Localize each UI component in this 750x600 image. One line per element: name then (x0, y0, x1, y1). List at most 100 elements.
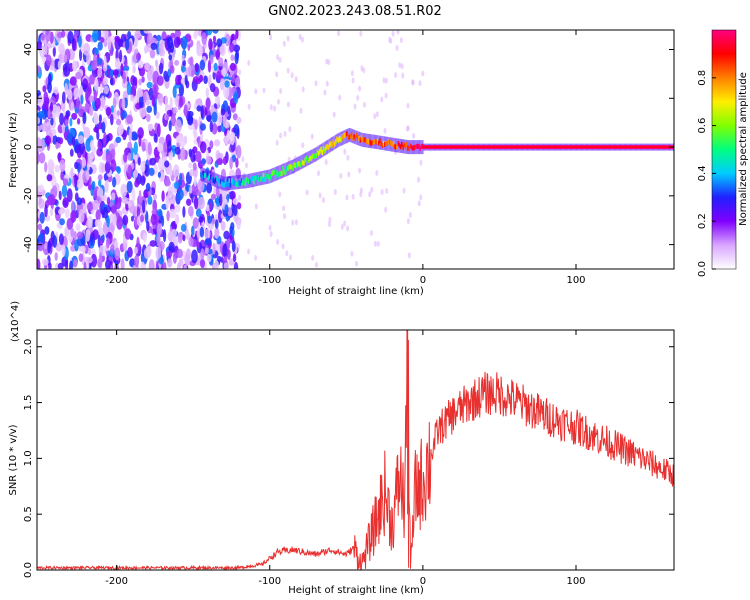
noise-blob (380, 96, 384, 103)
noise-blob (131, 215, 134, 222)
noise-blob (150, 213, 158, 226)
noise-blob (174, 204, 181, 213)
noise-blob (168, 150, 173, 161)
ridge-cell (392, 141, 395, 147)
noise-blob (102, 206, 109, 219)
noise-blob (151, 94, 155, 107)
noise-blob (166, 250, 173, 258)
noise-blob (138, 95, 144, 108)
ridge-cell (316, 149, 319, 155)
noise-blob (96, 187, 104, 200)
noise-blob (205, 155, 212, 165)
noise-blob (171, 228, 177, 238)
ridge-cell (229, 182, 232, 188)
noise-blob (166, 210, 170, 222)
noise-blob (88, 183, 92, 191)
noise-blob (45, 30, 52, 42)
noise-blob (216, 158, 223, 165)
ridge-cell (410, 144, 413, 150)
noise-blob (83, 42, 90, 56)
noise-blob (176, 248, 183, 259)
ridge-cell (221, 181, 223, 187)
y-tick-label: 20 (23, 92, 34, 105)
noise-blob (215, 186, 220, 198)
noise-blob (47, 240, 51, 254)
noise-blob (173, 164, 180, 177)
noise-blob (153, 193, 157, 200)
noise-blob (233, 44, 241, 53)
ridge-cell (294, 163, 297, 168)
ridge-cell (262, 173, 265, 179)
noise-blob (254, 254, 258, 261)
noise-blob (62, 91, 66, 104)
ridge-cell (255, 174, 257, 180)
noise-blob (231, 74, 236, 84)
noise-blob (112, 176, 117, 188)
noise-blob (69, 117, 73, 127)
noise-blob (201, 32, 207, 46)
noise-blob (205, 204, 210, 212)
noise-blob (105, 259, 111, 269)
noise-blob (121, 196, 128, 204)
ridge-cell (281, 170, 283, 176)
noise-blob (136, 236, 140, 251)
ridge-cell (373, 139, 375, 145)
noise-blob (301, 86, 305, 93)
noise-blob (44, 204, 48, 218)
noise-blob (156, 34, 162, 42)
noise-blob (234, 77, 240, 88)
noise-blob (230, 222, 235, 231)
noise-blob (363, 101, 366, 108)
noise-blob (82, 112, 87, 124)
ridge-cell (288, 164, 290, 170)
ridge-cell (218, 181, 221, 187)
noise-blob (208, 38, 213, 51)
noise-blob (155, 59, 159, 68)
noise-blob (172, 251, 177, 264)
noise-blob (194, 30, 198, 38)
noise-blob (216, 38, 223, 48)
noise-blob (214, 139, 221, 147)
ridge-cell (284, 169, 287, 175)
noise-blob (94, 78, 99, 92)
noise-blob (402, 187, 406, 194)
noise-blob (184, 253, 191, 266)
noise-blob (88, 95, 95, 103)
noise-blob (193, 175, 197, 187)
noise-blob (279, 88, 283, 94)
ridge-cell (238, 180, 240, 186)
noise-blob (169, 65, 175, 74)
ridge-cell (243, 178, 245, 184)
ridge-cell (308, 157, 310, 163)
ridge-cell (251, 175, 254, 181)
noise-blob (74, 161, 79, 170)
noise-blob (269, 104, 273, 111)
noise-blob (74, 144, 81, 154)
noise-blob (85, 102, 89, 113)
noise-blob (140, 163, 146, 173)
noise-blob (247, 103, 251, 110)
noise-blob (206, 182, 213, 194)
noise-blob (222, 114, 226, 128)
ridge-cell (346, 131, 348, 137)
noise-blob (134, 216, 138, 227)
ridge-cell (344, 132, 347, 138)
noise-blob (128, 128, 132, 142)
noise-blob (143, 30, 151, 34)
noise-blob (69, 148, 74, 157)
ridge-cell (245, 177, 248, 183)
noise-blob (86, 163, 90, 171)
noise-blob (164, 160, 170, 168)
noise-blob (210, 54, 214, 64)
noise-blob (85, 228, 91, 242)
noise-blob (114, 247, 121, 261)
noise-blob (187, 115, 194, 126)
noise-blob (216, 152, 224, 160)
noise-blob (178, 172, 183, 186)
ridge-cell (382, 140, 385, 146)
noise-blob (39, 211, 45, 224)
ridge-cell (312, 153, 315, 159)
noise-blob (412, 132, 416, 139)
noise-blob (75, 223, 81, 232)
ridge-cell (381, 142, 384, 148)
